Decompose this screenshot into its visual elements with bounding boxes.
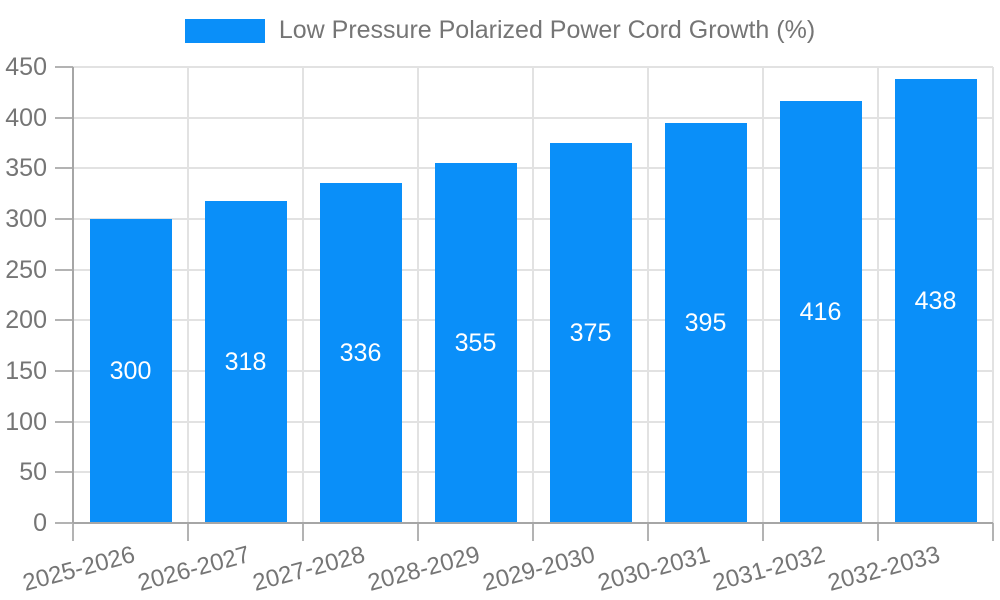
y-axis-tick [55,268,73,271]
y-axis-tick-label: 350 [5,154,47,183]
y-axis-tick-label: 400 [5,103,47,132]
bar-value-label: 375 [569,319,612,347]
bar-value-label: 395 [684,308,727,337]
legend-swatch-icon [184,18,265,43]
bar-value-label: 355 [454,329,497,358]
y-axis-tick-label: 300 [5,205,47,233]
x-axis-tick [72,523,74,541]
x-axis-tick [532,523,534,541]
x-axis-category-label: 2025-2026 [19,541,138,597]
y-axis-tick-label: 450 [5,53,47,81]
bar-value-label: 318 [224,347,267,376]
chart-legend[interactable]: Low Pressure Polarized Power Cord Growth… [0,16,1000,45]
x-gridline [417,67,419,523]
x-axis-tick [762,523,764,541]
legend-label: Low Pressure Polarized Power Cord Growth… [278,16,816,44]
y-axis-tick [55,116,73,119]
bar[interactable] [434,163,517,523]
y-axis-tick [55,522,73,524]
bar[interactable] [664,122,747,523]
x-gridline [877,67,879,523]
x-axis-category-label: 2028-2029 [364,541,483,597]
bar[interactable] [894,79,977,523]
bar[interactable] [89,219,172,523]
y-axis-tick-label: 250 [5,255,47,284]
bar-value-label: 336 [339,338,382,367]
y-axis-tick [55,370,73,372]
y-axis-tick [55,167,73,170]
bar[interactable] [204,200,287,523]
x-gridline [992,67,994,523]
x-axis-category-label: 2032-2033 [824,541,943,597]
x-axis-tick [877,523,879,541]
y-axis-tick-label: 50 [19,458,47,487]
x-gridline [187,67,189,523]
y-axis-tick-label: 150 [5,357,47,385]
y-axis-tick-label: 200 [5,306,47,335]
x-axis-tick [417,523,419,541]
y-axis-tick-label: 100 [5,407,47,436]
y-axis-tick [55,420,73,423]
x-axis-category-label: 2030-2031 [594,541,713,597]
bar-value-label: 416 [799,298,842,327]
x-axis-tick [302,523,304,541]
y-axis-tick [55,66,73,68]
x-axis-category-label: 2026-2027 [134,541,253,597]
y-axis-line [72,67,74,523]
x-gridline [647,67,649,523]
x-axis-tick [992,523,994,541]
x-gridline [762,67,764,523]
x-axis-tick [187,523,189,541]
bar[interactable] [549,143,632,523]
y-axis-tick [55,218,73,220]
x-axis-category-label: 2029-2030 [479,541,598,597]
x-axis-line [73,522,993,524]
x-gridline [302,67,304,523]
x-axis-tick [647,523,649,541]
bar[interactable] [779,101,862,523]
x-axis-category-label: 2027-2028 [249,541,368,597]
x-gridline [532,67,534,523]
y-axis-tick-label: 0 [33,509,47,537]
y-axis-tick [55,471,73,474]
x-axis-category-label: 2031-2032 [709,541,828,597]
bar-value-label: 438 [914,287,957,316]
y-axis-tick [55,319,73,322]
bar[interactable] [319,182,402,523]
bar-value-label: 300 [109,357,152,385]
